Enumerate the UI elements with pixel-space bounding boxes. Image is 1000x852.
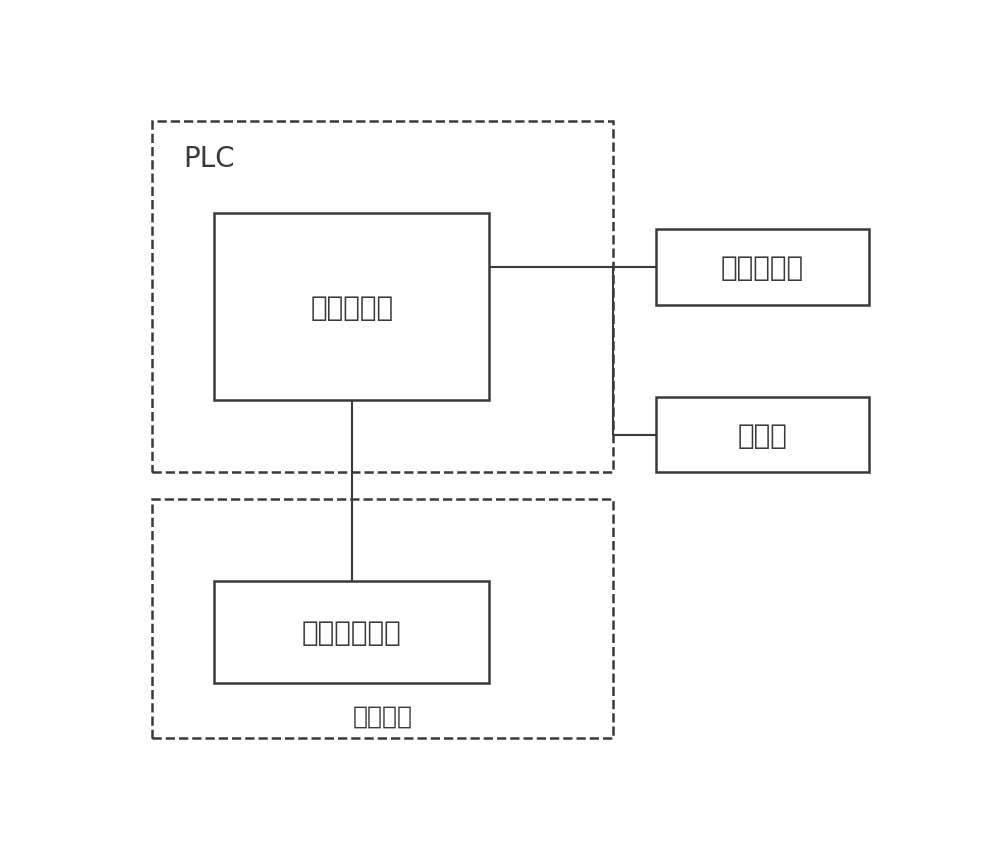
Bar — [152, 499, 613, 739]
Bar — [214, 581, 489, 682]
Text: 过程监控系统: 过程监控系统 — [302, 618, 402, 646]
Bar — [152, 122, 613, 473]
Text: PLC: PLC — [183, 145, 235, 173]
Text: 显示终端: 显示终端 — [353, 704, 413, 728]
Bar — [656, 397, 869, 473]
Text: 中央处理器: 中央处理器 — [310, 293, 393, 321]
Text: 报警器: 报警器 — [738, 421, 787, 449]
Bar — [656, 230, 869, 306]
Bar — [214, 214, 489, 400]
Text: 光电传感器: 光电传感器 — [721, 254, 804, 282]
